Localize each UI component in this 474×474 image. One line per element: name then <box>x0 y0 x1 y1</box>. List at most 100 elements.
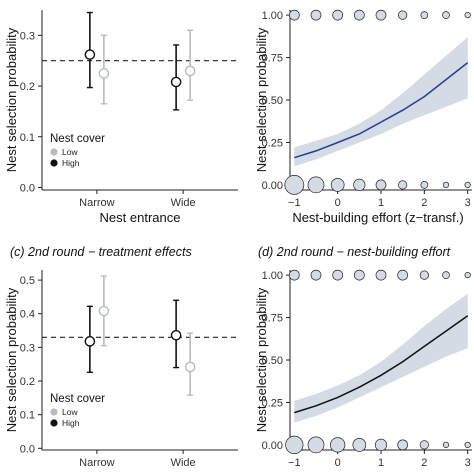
panel-b-ytick-label: 0.00 <box>262 180 283 192</box>
panel-b-point-top <box>332 9 344 21</box>
panel-b-point-bottom <box>330 178 345 192</box>
panel-d-confidence-band <box>294 293 468 423</box>
panel-d-point-bottom <box>307 436 325 454</box>
panel-a-xtick-label: Narrow <box>79 197 115 209</box>
panel-a-point-high <box>84 49 96 60</box>
panel-b-xtick-label: −1 <box>288 197 301 209</box>
panel-c-legend-title: Nest cover <box>50 393 105 405</box>
panel-c-ytick-label: 0.2 <box>20 376 35 388</box>
panel-a-point-low <box>98 68 110 79</box>
panel-b-point-top <box>375 9 387 21</box>
panel-b-point-bottom <box>307 176 325 194</box>
panel-b-xlabel: Nest-building effort (z−transf.) <box>292 210 463 225</box>
panel-b-xtick-label: 0 <box>335 197 341 209</box>
panel-b-point-top <box>310 9 322 21</box>
panel-d-point-bottom <box>285 435 304 455</box>
panel-b-ytick-label: 0.50 <box>262 95 283 107</box>
panel-d-point-top <box>464 271 471 279</box>
panel-d-xtick-label: −1 <box>288 457 301 469</box>
panel-b-point-top <box>442 11 450 19</box>
panel-d: 0.00 0.25 0.50 0.75 1.00 −1 0 1 2 3 <box>262 269 472 469</box>
panel-a-legend-swatch-high <box>50 159 58 167</box>
panel-d-point-top <box>332 269 344 281</box>
panel-a-ytick-label: 0.0 <box>20 182 35 194</box>
panel-c-point-high <box>170 329 182 341</box>
panel-d-point-top <box>397 269 409 281</box>
panel-c-point-low <box>98 305 110 317</box>
panel-a-ytick-label: 0.2 <box>20 81 35 93</box>
panel-b-ylabel: Nest selection probability <box>254 27 269 172</box>
panel-b-point-bottom <box>420 181 429 189</box>
panel-c-xtick-label: Narrow <box>79 457 115 469</box>
panel-d-title: (d) 2nd round − nest-building effort <box>258 245 451 259</box>
panel-a-xtick-label: Wide <box>171 197 196 209</box>
panel-b-point-bottom <box>442 181 450 189</box>
panel-c-xtick-label: Wide <box>171 457 196 469</box>
panel-a-xlabel: Nest entrance <box>100 210 181 225</box>
panel-b-ytick-label: 0.75 <box>262 53 283 65</box>
panel-d-ytick-label: 1.00 <box>262 270 283 282</box>
panel-b-fitted-line <box>294 62 469 159</box>
panel-d-point-top <box>442 271 450 279</box>
panel-b-point-top <box>288 9 300 21</box>
panel-b-point-bottom <box>375 179 387 191</box>
panel-a-ytick-label: 0.1 <box>20 132 35 144</box>
panel-d-ytick-label: 0.75 <box>262 313 283 325</box>
panel-d-point-bottom <box>374 438 388 452</box>
panel-a-legend-label-low: Low <box>62 147 78 157</box>
panel-a-legend-title: Nest cover <box>50 133 105 145</box>
panel-d-ylabel: Nest selection probability <box>254 287 269 432</box>
panel-d-xtick-label: 1 <box>378 457 384 469</box>
panel-c-legend-label-high: High <box>62 418 80 428</box>
panel-a-ytick-label: 0.3 <box>20 30 35 42</box>
panel-d-ytick-label: 0.25 <box>262 397 283 409</box>
panel-b-point-bottom <box>398 180 408 190</box>
panel-c-point-low <box>184 361 196 373</box>
panel-c-point-high <box>84 336 96 347</box>
panel-c: 0.0 0.1 0.2 0.3 0.4 0.5 Narrow Wide Nest cover Lo… <box>20 270 238 469</box>
panel-d-point-top <box>310 269 322 281</box>
panel-a-legend-label-high: High <box>62 158 80 168</box>
panel-d-xtick-label: 3 <box>465 457 471 469</box>
panel-b-point-bottom <box>464 181 471 189</box>
panel-b-point-bottom <box>353 178 366 192</box>
panel-c-legend-swatch-low <box>50 408 58 416</box>
panel-d-point-bottom <box>419 440 429 450</box>
panel-c-ytick-label: 0.3 <box>20 342 35 354</box>
panel-b-point-bottom <box>284 175 305 195</box>
panel-c-ytick-label: 0.4 <box>20 309 35 321</box>
panel-c-ytick-label: 0.1 <box>20 410 35 422</box>
panel-b-point-top <box>464 11 471 19</box>
panel-b-confidence-band <box>294 37 468 167</box>
panel-c-ytick-label: 0.0 <box>20 443 35 455</box>
panel-d-point-bottom <box>330 437 346 453</box>
panel-b-point-top <box>398 10 408 20</box>
panel-b-xtick-label: 1 <box>378 197 384 209</box>
panel-c-title: (c) 2nd round − treatment effects <box>10 245 192 259</box>
panel-d-point-top <box>353 269 365 281</box>
panel-d-point-top <box>419 270 429 280</box>
panel-b-point-top <box>353 9 365 21</box>
panel-a-point-high <box>170 76 182 88</box>
panel-d-point-bottom <box>464 441 471 449</box>
panel-d-point-bottom <box>352 438 367 452</box>
panel-d-point-bottom <box>442 441 450 449</box>
panel-c-ytick-label: 0.5 <box>20 275 35 287</box>
panel-d-point-bottom <box>397 439 409 451</box>
panel-d-ytick-label: 0.00 <box>262 440 283 452</box>
panel-a-point-low <box>184 65 196 77</box>
panel-b-ytick-label: 0.25 <box>262 137 283 149</box>
panel-c-ylabel: Nest selection probability <box>4 287 19 432</box>
panel-c-legend-swatch-high <box>50 419 58 427</box>
panel-d-point-top <box>288 269 300 281</box>
panel-d-xtick-label: 2 <box>421 457 427 469</box>
panel-d-fitted-line <box>294 315 469 414</box>
panel-b-ytick-label: 1.00 <box>262 10 283 22</box>
panel-a-legend-swatch-low <box>50 148 58 156</box>
panel-a-ylabel: Nest selection probability <box>4 27 19 172</box>
panel-d-point-top <box>375 269 387 281</box>
panel-d-ytick-label: 0.50 <box>262 355 283 367</box>
panel-c-legend-label-low: Low <box>62 407 78 417</box>
